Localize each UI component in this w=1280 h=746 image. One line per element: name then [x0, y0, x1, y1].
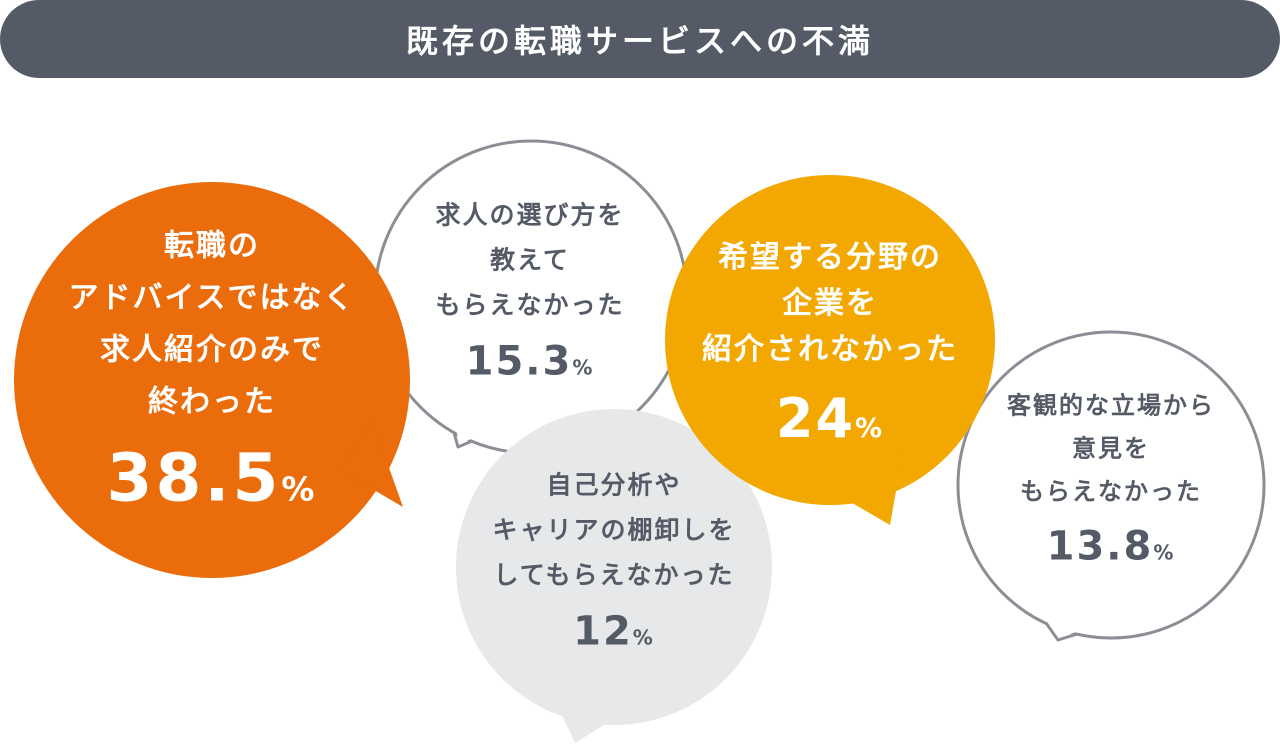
percent-sign: %	[281, 469, 318, 509]
bubble-label-line: アドバイスではなく	[68, 280, 356, 316]
bubble-label-line: 自己分析や	[546, 470, 682, 500]
value-number: 38.5	[106, 439, 282, 517]
bubble-text-b2: 求人の選び方を 教えて もらえなかった 15.3%	[435, 193, 624, 402]
bubble-tail	[830, 440, 905, 525]
page-title: 既存の転職サービスへの不満	[405, 22, 874, 60]
bubble-label-line: 転職の	[163, 228, 260, 264]
percent-sign: %	[572, 355, 595, 380]
bubble-value: 13.8%	[1007, 514, 1215, 586]
value-number: 15.3	[465, 338, 573, 385]
bubble-label-line: 求人の選び方を	[435, 200, 625, 230]
bubble-label-line: キャリアの棚卸しを	[492, 515, 736, 545]
bubble-label-line: もらえなかった	[1020, 477, 1202, 506]
bubble-text-b4: 希望する分野の 企業を 紹介されなかった 24%	[702, 235, 958, 475]
speech-bubble-b4	[665, 175, 995, 525]
bubble-label-line: 客観的な立場から	[1007, 391, 1215, 420]
bubble-text-b3: 自己分析や キャリアの棚卸しを してもらえなかった 12%	[492, 463, 735, 672]
bubble-value: 12%	[492, 598, 735, 672]
bubble-text-b5: 客観的な立場から 意見を もらえなかった 13.8%	[1007, 385, 1215, 586]
bubble-circle	[456, 409, 772, 725]
header-bar: 既存の転職サービスへの不満	[0, 0, 1280, 78]
percent-sign: %	[632, 625, 655, 650]
bubble-label-line: 希望する分野の	[718, 240, 942, 275]
speech-bubble-b1	[14, 182, 410, 578]
value-number: 24	[775, 387, 856, 450]
percent-sign: %	[1153, 540, 1176, 565]
speech-bubble-b3	[456, 409, 772, 743]
bubble-label-line: 教えて	[490, 245, 570, 275]
percent-sign: %	[855, 413, 885, 444]
bubble-circle	[665, 175, 995, 505]
value-number: 13.8	[1046, 523, 1154, 570]
bubble-value: 15.3%	[435, 328, 624, 402]
bubble-tail-cover	[1034, 603, 1086, 638]
bubble-circle	[956, 330, 1266, 640]
bubble-tail-cover	[448, 403, 505, 444]
speech-bubble-b5	[956, 330, 1266, 642]
bubble-label-line: 終わった	[147, 384, 276, 420]
bubble-label-line: 求人紹介のみで	[99, 332, 324, 368]
bubble-label-line: 紹介されなかった	[702, 332, 958, 367]
bubble-circle	[14, 182, 410, 578]
bubble-value: 24%	[702, 373, 958, 475]
bubble-text-b1: 転職の アドバイスではなく 求人紹介のみで 終わった 38.5%	[68, 221, 355, 540]
bubble-label-line: 意見を	[1072, 434, 1150, 463]
bubble-tail	[555, 700, 615, 743]
bubble-label-line: もらえなかった	[435, 290, 625, 320]
bubble-value: 38.5%	[68, 429, 355, 540]
bubble-label-line: してもらえなかった	[493, 560, 735, 590]
bubble-tail	[340, 420, 403, 507]
value-number: 12	[573, 608, 633, 655]
bubble-label-line: 企業を	[782, 286, 878, 321]
